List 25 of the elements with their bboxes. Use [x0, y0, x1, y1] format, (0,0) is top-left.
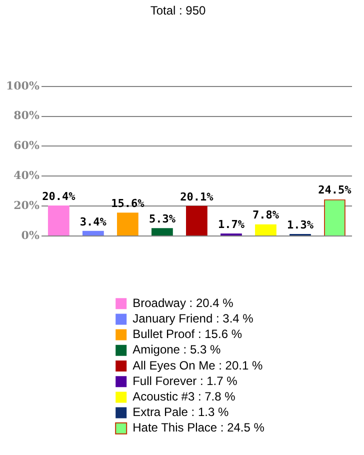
- legend-label: Extra Pale : 1.3 %: [132, 405, 229, 420]
- data-label: 1.7%: [218, 218, 245, 231]
- legend-label: Amigone : 5.3 %: [132, 342, 221, 357]
- y-tick-label: 20%: [14, 198, 40, 212]
- legend-label: Hate This Place : 24.5 %: [132, 420, 265, 435]
- data-label: 15.6%: [111, 197, 145, 210]
- data-label: 24.5%: [318, 184, 352, 197]
- legend-label: January Friend : 3.4 %: [132, 312, 254, 326]
- legend-label: All Eyes On Me : 20.1 %: [132, 358, 263, 372]
- legend-label: Full Forever : 1.7 %: [132, 374, 238, 388]
- data-label: 3.4%: [80, 215, 107, 228]
- data-label: 20.4%: [42, 190, 76, 203]
- legend-label: Acoustic #3 : 7.8 %: [132, 390, 236, 404]
- y-tick-label: 0%: [21, 228, 40, 242]
- data-label: 1.3%: [286, 218, 314, 232]
- data-label: 7.8%: [252, 208, 280, 222]
- y-tick-label: 100%: [6, 79, 40, 92]
- y-tick-label: 80%: [14, 109, 40, 122]
- chart-title: Total : 950: [150, 4, 206, 18]
- y-tick-label: 40%: [14, 169, 40, 182]
- data-label: 20.1%: [180, 190, 214, 204]
- legend-label: Broadway : 20.4 %: [132, 296, 234, 310]
- y-tick-label: 60%: [14, 139, 40, 152]
- legend-label: Bullet Proof : 15.6 %: [132, 327, 242, 342]
- data-label: 5.3%: [148, 212, 176, 226]
